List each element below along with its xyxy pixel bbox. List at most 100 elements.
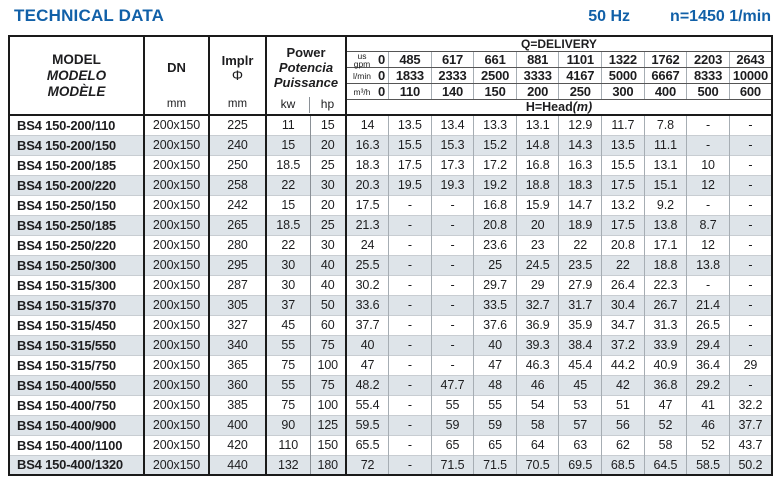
head-cell: 12 [686, 174, 730, 195]
head-cell: 26.4 [601, 274, 645, 295]
head-cell: - [431, 354, 475, 375]
impeller-cell: 265 [209, 214, 267, 235]
head-cell: 72 [346, 454, 390, 475]
head-cell: 37.7 [729, 414, 772, 435]
head-cell: 15.1 [644, 174, 688, 195]
head-cell: 42 [601, 374, 645, 395]
head-cell: - [431, 254, 475, 275]
head-cell: 52 [644, 414, 688, 435]
head-cell: 20.8 [601, 234, 645, 255]
head-cell: 27.9 [558, 274, 603, 295]
head-cell: 16.3 [558, 154, 603, 175]
frequency-label: 50 Hz [588, 8, 631, 25]
head-cell: 59 [431, 414, 475, 435]
head-cell: 55.4 [346, 394, 390, 415]
head-cell: 32.7 [516, 294, 560, 315]
delivery-value: 400 [644, 83, 688, 100]
head-cell: 13.5 [388, 114, 432, 135]
impeller-cell: 420 [209, 434, 267, 455]
table-row: BS4 150-400/1100 200x150 420 110 150 65.5-65 6… [9, 434, 772, 455]
delivery-title: Q=DELIVERY [346, 36, 772, 52]
head-cell: 13.8 [686, 254, 730, 275]
hp-unit: hp [320, 96, 335, 111]
head-cell: 64.5 [644, 454, 688, 475]
delivery-value: 881 [516, 51, 560, 68]
table-row: BS4 150-200/185 200x150 250 18.5 25 18.3 17.5 1… [9, 154, 772, 175]
head-cell: 30.2 [346, 274, 390, 295]
head-cell: 36.9 [516, 314, 560, 335]
head-cell: 46 [686, 414, 730, 435]
delivery-value: 1101 [558, 51, 603, 68]
head-cell: 40 [346, 334, 390, 355]
head-cell: 15.9 [516, 194, 560, 215]
dn-cell: 200x150 [144, 114, 210, 135]
kw-cell: 55 [266, 334, 311, 355]
dn-cell: 200x150 [144, 334, 210, 355]
head-cell: - [729, 234, 772, 255]
head-cell: 13.2 [601, 194, 645, 215]
delivery-value: 150 [473, 83, 517, 100]
head-cell: 13.3 [473, 114, 517, 135]
head-cell: - [388, 214, 432, 235]
head-cell: 59 [473, 414, 517, 435]
dn-cell: 200x150 [144, 374, 210, 395]
head-cell: 17.5 [346, 194, 390, 215]
model-cell: BS4 150-400/1100 [9, 434, 145, 455]
dn-cell: 200x150 [144, 234, 210, 255]
dn-cell: 200x150 [144, 414, 210, 435]
hp-cell: 125 [310, 414, 347, 435]
dn-cell: 200x150 [144, 454, 210, 475]
dn-cell: 200x150 [144, 214, 210, 235]
hp-cell: 40 [310, 274, 347, 295]
head-cell: 55 [431, 394, 475, 415]
delivery-value: 500 [686, 83, 730, 100]
head-cell: - [431, 194, 475, 215]
gpm-unit-top: us [357, 50, 367, 61]
specs: 50 Hz n=1450 1/min [588, 8, 771, 26]
head-cell: - [729, 194, 772, 215]
kw-cell: 110 [266, 434, 311, 455]
hp-cell: 100 [310, 394, 347, 415]
head-cell: - [388, 294, 432, 315]
head-cell: - [431, 214, 475, 235]
head-cell: 24 [346, 234, 390, 255]
head-cell: 47 [473, 354, 517, 375]
head-cell: 11.1 [644, 134, 688, 155]
impeller-cell: 400 [209, 414, 267, 435]
head-cell: 17.1 [644, 234, 688, 255]
model-cell: BS4 150-400/1320 [9, 454, 145, 475]
head-cell: 16.3 [346, 134, 390, 155]
delivery-value: 485 [388, 51, 432, 68]
head-cell: 71.5 [473, 454, 517, 475]
lmin-zero: 0 [378, 68, 386, 83]
head-cell: 14.8 [516, 134, 560, 155]
head-cell: 21.4 [686, 294, 730, 315]
head-cell: 23.5 [558, 254, 603, 275]
dn-cell: 200x150 [144, 174, 210, 195]
hp-cell: 25 [310, 154, 347, 175]
head-cell: 47 [346, 354, 390, 375]
head-cell: 47.7 [431, 374, 475, 395]
model-cell: BS4 150-200/220 [9, 174, 145, 195]
table-row: BS4 150-315/450 200x150 327 45 60 37.7- -37.6 3… [9, 314, 772, 335]
kw-cell: 22 [266, 174, 311, 195]
model-cell: BS4 150-250/300 [9, 254, 145, 275]
table-row: BS4 150-250/220 200x150 280 22 30 24- -23.6 23 2… [9, 234, 772, 255]
head-cell: 23 [516, 234, 560, 255]
technical-data-table: MODEL MODELO MODÈLE DN mm Implr [8, 35, 773, 476]
delivery-value: 3333 [516, 67, 560, 84]
head-cell: 15.3 [431, 134, 475, 155]
head-cell: 34.7 [601, 314, 645, 335]
head-cell: - [686, 194, 730, 215]
head-cell: 33.9 [644, 334, 688, 355]
delivery-value: 617 [431, 51, 475, 68]
head-cell: - [686, 274, 730, 295]
head-cell: 17.5 [388, 154, 432, 175]
impeller-cell: 360 [209, 374, 267, 395]
hp-cell: 75 [310, 334, 347, 355]
head-cell: 18.3 [558, 174, 603, 195]
impeller-cell: 287 [209, 274, 267, 295]
kw-unit: kw [267, 96, 310, 113]
head-cell: 15.5 [388, 134, 432, 155]
page-title: TECHNICAL DATA [14, 6, 165, 25]
